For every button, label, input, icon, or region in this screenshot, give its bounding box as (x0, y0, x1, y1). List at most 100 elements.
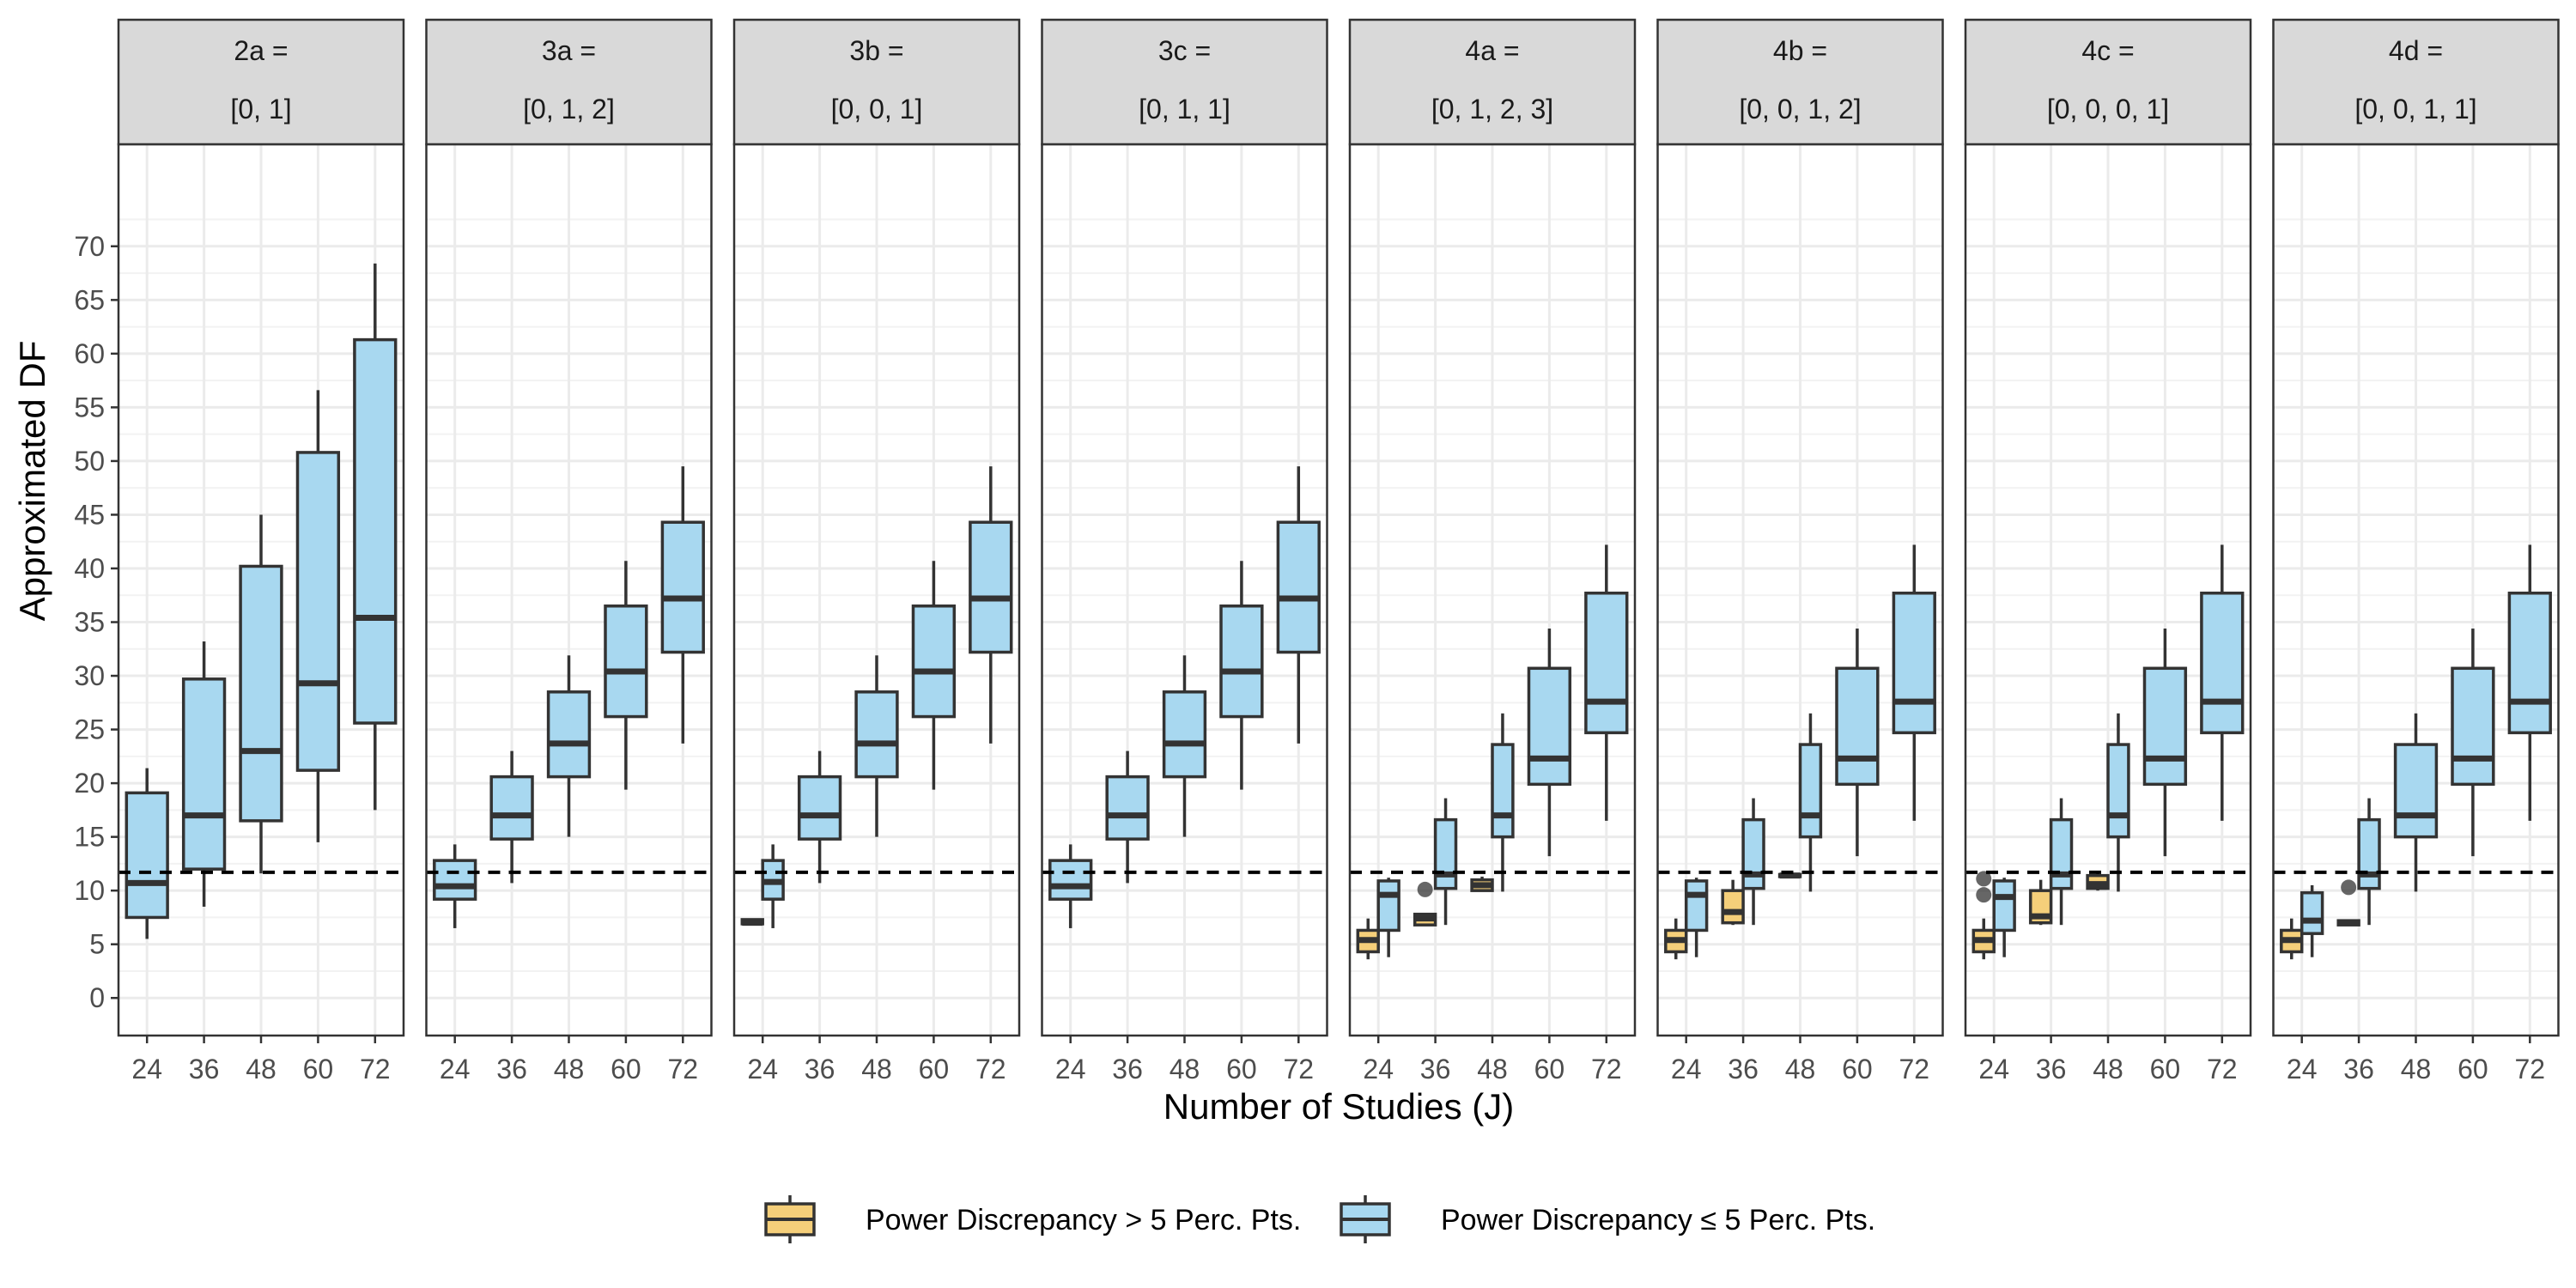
outlier-point (2341, 879, 2357, 896)
x-tick-label: 36 (1420, 1054, 1451, 1084)
x-tick-label: 24 (1363, 1054, 1394, 1084)
y-tick-label: 60 (74, 338, 105, 369)
x-tick-label: 48 (2093, 1054, 2123, 1084)
y-tick-label: 50 (74, 446, 105, 477)
box-iqr (2106, 743, 2130, 839)
box-iqr (1048, 859, 1093, 901)
x-tick-label: 60 (303, 1054, 334, 1084)
outlier-point (1976, 887, 1992, 903)
box-le5-48 (239, 514, 283, 874)
x-tick-label: 48 (1785, 1054, 1816, 1084)
x-tick-label: 60 (1842, 1054, 1873, 1084)
x-tick-label: 36 (805, 1054, 835, 1084)
strip-title-line2: [0, 0, 1, 2] (1739, 94, 1861, 125)
box-le5-72 (1276, 466, 1321, 744)
box-le5-48 (2393, 713, 2439, 892)
box-le5-24 (433, 844, 477, 928)
strip-background (1348, 18, 1637, 146)
box-iqr (489, 775, 534, 841)
box-le5-36 (181, 641, 227, 907)
box-le5-72 (2507, 544, 2552, 821)
box-gt5-24 (2280, 918, 2304, 960)
box-le5-48 (854, 655, 899, 837)
strip-title-line1: 3b = (849, 35, 903, 66)
box-le5-60 (295, 390, 341, 842)
x-tick-label: 72 (2515, 1054, 2546, 1084)
x-tick-label: 60 (611, 1054, 641, 1084)
panel-4: 4a = [0, 1, 2, 3] 24 36 48 60 72 (1348, 18, 1637, 1084)
box-le5-24 (1684, 878, 1709, 957)
box-gt5-24 (1356, 918, 1380, 960)
box-le5-60 (911, 561, 957, 790)
x-tick-label: 48 (1170, 1054, 1200, 1084)
box-iqr (1376, 879, 1400, 933)
box-le5-24 (1048, 844, 1093, 928)
legend-item-1: Power Discrepancy ≤ 5 Perc. Pts. (1340, 1195, 1875, 1243)
x-tick-label: 72 (1284, 1054, 1315, 1084)
box-iqr (1684, 879, 1709, 933)
x-tick-label: 60 (1534, 1054, 1565, 1084)
strip-background (732, 18, 1021, 146)
box-gt5-24 (1664, 918, 1688, 960)
x-tick-label: 24 (131, 1054, 162, 1084)
y-tick-label: 5 (89, 929, 105, 960)
box-gt5-36 (2028, 879, 2053, 926)
box-le5-36 (1105, 750, 1150, 884)
box-le5-24 (1992, 878, 2016, 957)
x-tick-label: 48 (2401, 1054, 2432, 1084)
x-tick-label: 48 (1477, 1054, 1508, 1084)
x-tick-label: 24 (440, 1054, 471, 1084)
box-le5-60 (1527, 629, 1572, 857)
strip-title-line1: 4d = (2389, 35, 2443, 66)
x-tick-label: 72 (975, 1054, 1006, 1084)
box-iqr (2200, 592, 2245, 735)
strip-title-line2: [0, 1, 1] (1139, 94, 1230, 125)
box-le5-36 (797, 750, 842, 884)
box-le5-48 (1798, 713, 1823, 892)
box-iqr (2451, 666, 2495, 787)
y-tick-label: 55 (74, 392, 105, 422)
box-iqr (854, 690, 899, 779)
box-le5-24 (761, 844, 785, 928)
box-iqr (295, 451, 341, 772)
box-le5-72 (969, 466, 1013, 744)
y-tick-label: 10 (74, 875, 105, 906)
box-iqr (2142, 666, 2188, 787)
box-iqr (1527, 666, 1572, 787)
panel-7: 4d = [0, 0, 1, 1] 24 36 48 60 72 (2272, 18, 2560, 1084)
panel-6: 4c = [0, 0, 0, 1] 24 36 48 60 72 (1964, 18, 2252, 1084)
box-le5-60 (604, 561, 648, 790)
y-tick-label: 65 (74, 284, 105, 315)
strip-title-line1: 4a = (1465, 35, 1519, 66)
legend: Power Discrepancy > 5 Perc. Pts. Power Di… (764, 1195, 1875, 1243)
box-le5-24 (125, 768, 169, 939)
y-axis-title: Approximated DF (12, 341, 52, 622)
box-iqr (1105, 775, 1150, 841)
x-tick-label: 60 (1226, 1054, 1257, 1084)
strip-title-line1: 4b = (1773, 35, 1827, 66)
strip-title-line2: [0, 1, 2, 3] (1431, 94, 1553, 125)
box-le5-36 (1433, 798, 1458, 926)
box-iqr (1584, 592, 1629, 735)
box-iqr (797, 775, 842, 841)
box-le5-72 (1584, 544, 1629, 821)
box-le5-24 (2300, 884, 2324, 957)
strip-background (1041, 18, 1328, 146)
box-iqr (239, 564, 283, 823)
box-iqr (1992, 879, 2016, 933)
outlier-point (1417, 881, 1433, 897)
x-tick-label: 72 (1899, 1054, 1930, 1084)
strip-title-line2: [0, 0, 1] (831, 94, 923, 125)
box-le5-48 (1162, 655, 1207, 837)
x-tick-label: 36 (1112, 1054, 1143, 1084)
box-iqr (1741, 817, 1765, 890)
x-tick-label: 24 (747, 1054, 778, 1084)
strip-title-line1: 3c = (1158, 35, 1211, 66)
box-gt5-24 (740, 918, 764, 927)
strip-background (2272, 18, 2560, 146)
x-tick-label: 72 (1591, 1054, 1622, 1084)
y-tick-label: 45 (74, 499, 105, 530)
y-tick-label: 15 (74, 822, 105, 853)
box-le5-72 (1892, 544, 1936, 821)
